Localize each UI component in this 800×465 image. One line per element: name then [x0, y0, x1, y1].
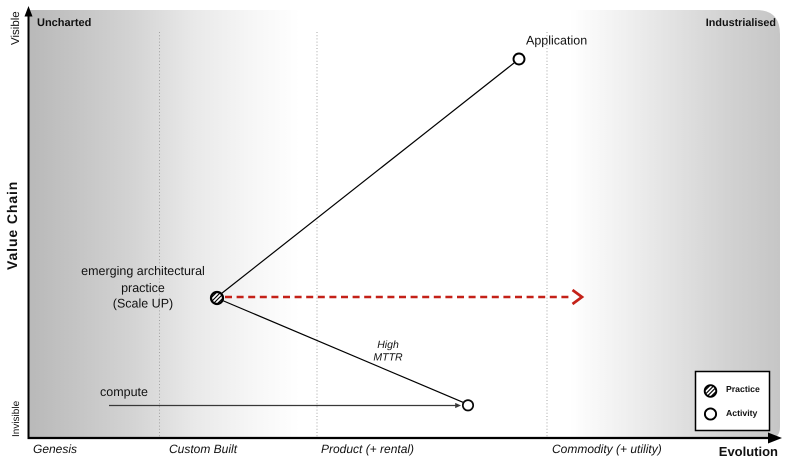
- svg-text:Visible: Visible: [10, 11, 22, 45]
- svg-text:Evolution: Evolution: [719, 444, 778, 459]
- svg-text:Genesis: Genesis: [33, 442, 77, 456]
- svg-text:Invisible: Invisible: [11, 400, 22, 437]
- svg-text:Industrialised: Industrialised: [706, 17, 776, 29]
- svg-text:High: High: [377, 339, 399, 351]
- svg-text:Uncharted: Uncharted: [37, 17, 91, 29]
- svg-text:practice: practice: [121, 281, 165, 295]
- svg-text:emerging architectural: emerging architectural: [81, 264, 205, 278]
- svg-text:(Scale UP): (Scale UP): [113, 297, 173, 311]
- svg-text:Practice: Practice: [726, 384, 760, 394]
- svg-text:Activity: Activity: [726, 408, 758, 418]
- svg-text:Custom Built: Custom Built: [169, 442, 238, 456]
- svg-text:Application: Application: [526, 34, 587, 48]
- svg-text:Value Chain: Value Chain: [4, 181, 20, 270]
- svg-text:Commodity (+ utility): Commodity (+ utility): [552, 442, 662, 456]
- svg-text:MTTR: MTTR: [373, 352, 403, 364]
- svg-text:compute: compute: [100, 385, 148, 399]
- svg-text:Product (+ rental): Product (+ rental): [321, 442, 414, 456]
